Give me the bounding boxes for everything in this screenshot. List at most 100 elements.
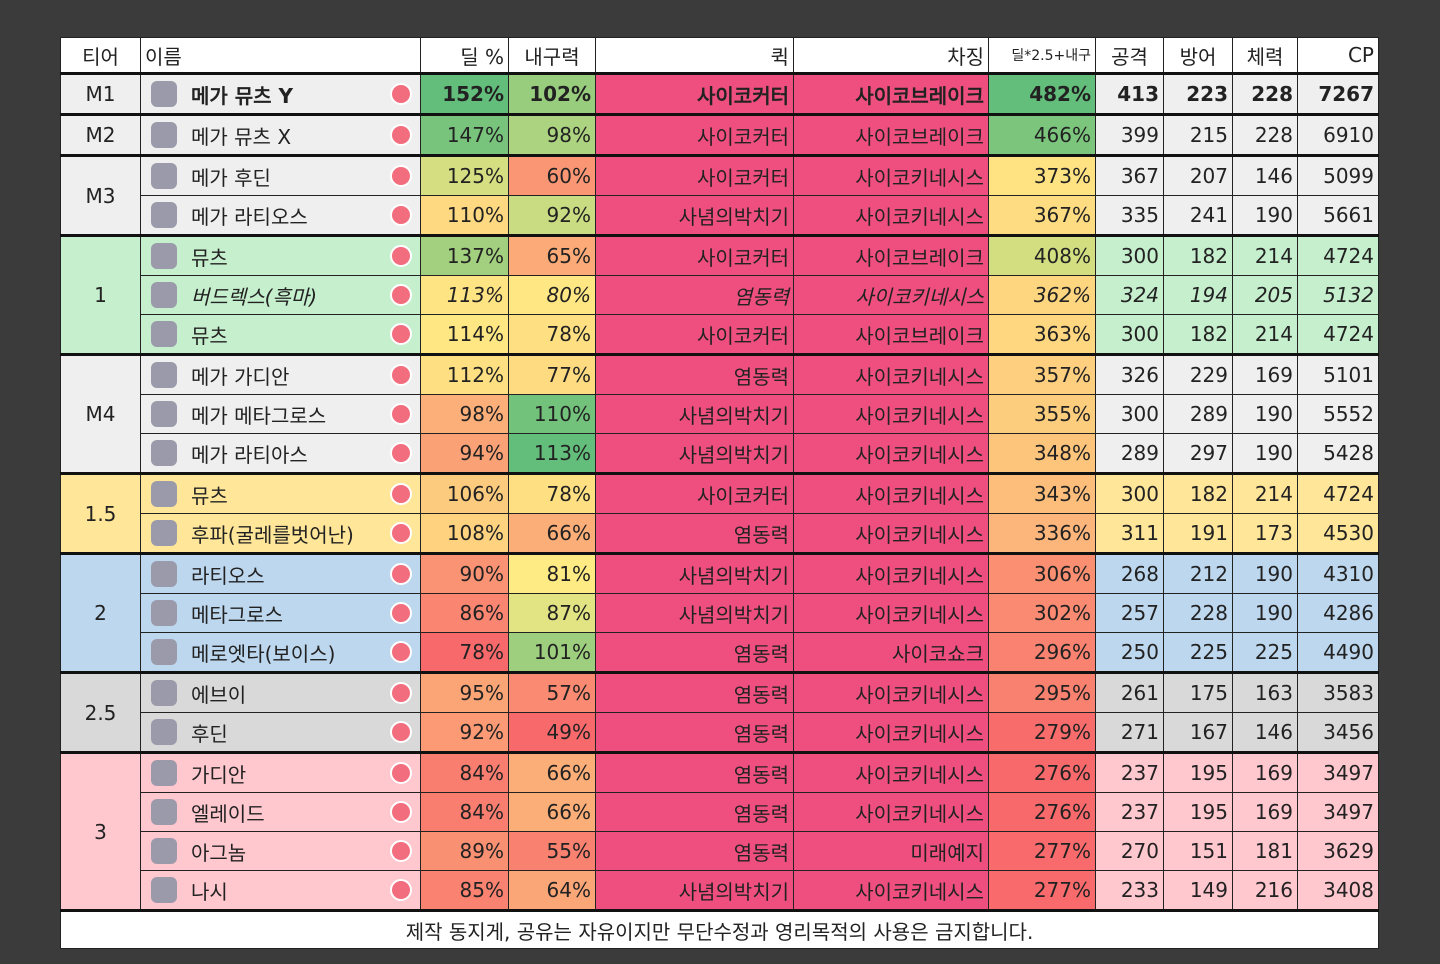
- defense: 167: [1163, 712, 1233, 753]
- pokemon-name: 메가 후딘: [140, 155, 421, 196]
- combined-score: 373%: [988, 155, 1096, 196]
- cp: 5428: [1297, 433, 1379, 474]
- type-icon: [390, 483, 412, 505]
- pokemon-name: 메로엣타(보이스): [140, 632, 421, 673]
- cp: 4724: [1297, 473, 1379, 514]
- type-icon: [390, 840, 412, 862]
- defense: 207: [1163, 155, 1233, 196]
- attack: 261: [1095, 672, 1164, 713]
- pokemon-name: 후딘: [140, 712, 421, 753]
- fast-move: 사이코커터: [595, 155, 794, 196]
- type-icon: [390, 721, 412, 743]
- name-text: 메타그로스: [191, 602, 283, 627]
- type-icon: [390, 762, 412, 784]
- pokemon-sprite: [151, 321, 177, 347]
- charged-move: 사이코키네시스: [793, 433, 989, 474]
- table-body: M1 메가 뮤츠 Y 152% 102% 사이코커터 사이코브레이크 482% 413 223 2…: [60, 73, 1379, 911]
- stamina: 214: [1232, 314, 1298, 355]
- table-row: 버드렉스(흑마) 113% 80% 염동력 사이코키네시스 362% 324 194 205 51…: [61, 275, 1379, 315]
- attack: 300: [1095, 235, 1164, 276]
- table-row: 후파(굴레를벗어난) 108% 66% 염동력 사이코키네시스 336% 311 191 173…: [60, 513, 1379, 554]
- table-row: 메로엣타(보이스) 78% 101% 염동력 사이코쇼크 296% 250 225 225 449…: [60, 632, 1379, 673]
- type-icon: [390, 879, 412, 901]
- pokemon-sprite: [151, 838, 177, 864]
- pokemon-sprite: [151, 401, 177, 427]
- cp: 5101: [1297, 354, 1379, 395]
- cp: 3497: [1297, 792, 1379, 832]
- stamina: 173: [1232, 513, 1298, 554]
- tier-cell: M1: [60, 73, 141, 115]
- name-text: 메가 라티아스: [191, 442, 308, 467]
- cp: 4724: [1297, 235, 1379, 276]
- stamina: 190: [1232, 394, 1298, 434]
- pokemon-sprite: [151, 243, 177, 269]
- stamina: 214: [1232, 235, 1298, 276]
- table-row: 2.5 에브이 95% 57% 염동력 사이코키네시스 295% 261 175 163 3583: [60, 672, 1379, 753]
- name-text: 메가 가디안: [191, 364, 290, 389]
- combined-score: 295%: [988, 672, 1096, 713]
- damage-pct: 108%: [420, 513, 509, 554]
- attack: 300: [1095, 394, 1164, 434]
- pokemon-name: 뮤츠: [140, 235, 421, 276]
- type-icon: [390, 364, 412, 386]
- stamina: 169: [1232, 752, 1298, 793]
- attack: 311: [1095, 513, 1164, 554]
- defense: 195: [1163, 752, 1233, 793]
- name-text: 뮤츠: [191, 483, 228, 508]
- name-text: 메가 후딘: [191, 165, 271, 190]
- combined-score: 306%: [988, 553, 1096, 594]
- fast-move: 사념의박치기: [595, 553, 794, 594]
- pokemon-name: 메가 가디안: [140, 354, 421, 395]
- fast-move: 염동력: [595, 831, 794, 871]
- defense: 175: [1163, 672, 1233, 713]
- durability: 98%: [508, 114, 596, 156]
- table-wrap: 티어 이름 딜 % 내구력 퀵 차징 딜*2.5+내구 공격 방어 체력 CP M1 메가 뮤츠 Y 1…: [60, 37, 1379, 949]
- fast-move: 염동력: [595, 354, 794, 395]
- cp: 4530: [1297, 513, 1379, 554]
- stamina: 181: [1232, 831, 1298, 871]
- combined-score: 355%: [988, 394, 1096, 434]
- pokemon-sprite: [151, 520, 177, 546]
- damage-pct: 84%: [420, 792, 509, 832]
- damage-pct: 84%: [420, 752, 509, 793]
- header-cell: 티어: [60, 37, 141, 75]
- header-cell: CP: [1297, 37, 1379, 75]
- damage-pct: 86%: [420, 593, 509, 633]
- name-text: 엘레이드: [191, 801, 265, 826]
- name-text: 가디안: [191, 762, 247, 787]
- stamina: 190: [1232, 553, 1298, 594]
- combined-score: 277%: [988, 870, 1096, 911]
- attack: 413: [1095, 73, 1164, 115]
- table-row: 메가 라티오스 110% 92% 사념의박치기 사이코키네시스 367% 335 241 190…: [60, 195, 1379, 236]
- durability: 64%: [508, 870, 596, 911]
- defense: 194: [1163, 275, 1233, 315]
- table-row: 1 뮤츠 137% 65% 사이코커터 사이코브레이크 408% 300 182 214 4724: [60, 235, 1379, 355]
- attack: 257: [1095, 593, 1164, 633]
- attack: 326: [1095, 354, 1164, 395]
- name-text: 뮤츠: [191, 323, 228, 348]
- table-row: 나시 85% 64% 사념의박치기 사이코키네시스 277% 233 149 216 3408: [60, 870, 1379, 911]
- tier-cell: M4: [60, 354, 141, 474]
- pokemon-name: 아그놈: [140, 831, 421, 871]
- type-icon: [390, 284, 412, 306]
- type-icon: [390, 442, 412, 464]
- cp: 5099: [1297, 155, 1379, 196]
- combined-score: 276%: [988, 792, 1096, 832]
- combined-score: 296%: [988, 632, 1096, 673]
- type-icon: [390, 323, 412, 345]
- pokemon-name: 후파(굴레를벗어난): [140, 513, 421, 554]
- attack: 233: [1095, 870, 1164, 911]
- fast-move: 사념의박치기: [595, 593, 794, 633]
- charged-move: 사이코쇼크: [793, 632, 989, 673]
- attack: 399: [1095, 114, 1164, 156]
- charged-move: 사이코키네시스: [793, 752, 989, 793]
- charged-move: 사이코키네시스: [793, 792, 989, 832]
- defense: 223: [1163, 73, 1233, 115]
- pokemon-sprite: [151, 81, 177, 107]
- pokemon-name: 뮤츠: [140, 314, 421, 355]
- pokemon-sprite: [151, 282, 177, 308]
- fast-move: 사이코커터: [595, 73, 794, 115]
- stamina: 163: [1232, 672, 1298, 713]
- combined-score: 482%: [988, 73, 1096, 115]
